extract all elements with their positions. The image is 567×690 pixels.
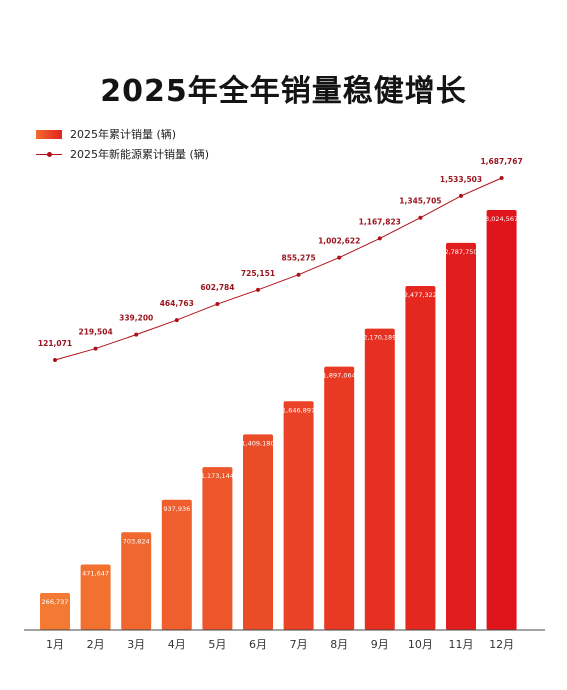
bar-value-label: 2,477,322	[404, 291, 437, 299]
nev-point	[499, 176, 504, 180]
bar-value-label: 266,737	[42, 598, 69, 606]
bar-12月	[486, 210, 517, 630]
bar-8月	[324, 366, 355, 630]
legend-label-total-sales: 2025年累计销量 (辆)	[70, 128, 177, 141]
nev-value-label: 219,504	[79, 328, 113, 337]
nev-value-label: 602,784	[200, 283, 234, 292]
bar-value-label: 937,936	[163, 505, 190, 513]
nev-point	[53, 358, 57, 362]
x-tick-label: 1月	[46, 638, 64, 651]
nev-point	[459, 193, 463, 198]
nev-value-label: 1,345,705	[399, 197, 441, 206]
legend-line-swatch	[36, 150, 62, 159]
nev-value-label: 1,167,823	[359, 217, 401, 226]
bar-6月	[243, 434, 273, 630]
nev-value-label: 855,275	[282, 254, 316, 263]
chart-title: 2025年全年销量稳健增长	[100, 74, 467, 109]
bar-7月	[283, 401, 314, 630]
bar-value-label: 2,170,189	[363, 334, 396, 342]
nev-line	[54, 177, 502, 361]
bar-3月	[121, 532, 152, 630]
legend-item-total-sales: 2025年累计销量 (辆)	[36, 124, 209, 144]
bar-9月	[364, 328, 395, 630]
bar-value-label: 703,824	[123, 537, 150, 545]
x-tick-label: 6月	[249, 638, 267, 651]
nev-point	[174, 318, 179, 323]
x-tick-label: 9月	[371, 638, 389, 651]
nev-value-label: 464,763	[160, 299, 194, 308]
nev-point	[93, 346, 98, 351]
bar-value-label: 471,647	[82, 570, 109, 578]
nev-point	[256, 287, 260, 292]
x-tick-label: 10月	[408, 638, 433, 651]
bar-11月	[446, 242, 476, 631]
nev-value-label: 121,071	[38, 339, 72, 348]
x-tick-label: 7月	[290, 638, 308, 651]
bar-value-label: 3,024,567	[485, 215, 518, 223]
x-tick-label: 2月	[87, 638, 105, 651]
bar-value-label: 1,646,897	[282, 406, 315, 414]
bar-10月	[405, 285, 436, 630]
nev-point	[337, 255, 342, 260]
x-tick-label: 12月	[489, 638, 514, 651]
bar-4月	[161, 499, 192, 630]
bar-value-label: 1,897,064	[323, 372, 356, 380]
nev-value-label: 1,687,767	[480, 157, 522, 166]
bar-value-label: 1,173,144	[201, 472, 234, 480]
nev-point	[296, 272, 301, 277]
bar-value-label: 2,787,750	[444, 248, 477, 256]
nev-point	[377, 236, 382, 241]
nev-point	[418, 215, 423, 220]
x-tick-label: 4月	[168, 638, 186, 651]
nev-value-label: 1,002,622	[318, 237, 360, 246]
bar-1月	[40, 592, 70, 630]
legend-item-nev-sales: 2025年新能源累计销量 (辆)	[36, 144, 209, 164]
nev-value-label: 339,200	[119, 314, 153, 323]
nev-point	[134, 332, 139, 337]
nev-value-label: 725,151	[241, 269, 275, 278]
x-tick-label: 11月	[449, 638, 474, 651]
bar-5月	[202, 467, 233, 630]
nev-value-label: 1,533,503	[440, 175, 482, 184]
legend-bar-swatch	[36, 129, 62, 139]
x-tick-label: 8月	[330, 638, 348, 651]
x-tick-label: 5月	[208, 638, 226, 651]
legend: 2025年累计销量 (辆) 2025年新能源累计销量 (辆)	[36, 124, 209, 164]
x-tick-label: 3月	[127, 638, 145, 651]
bar-2月	[80, 564, 111, 630]
nev-point	[215, 302, 220, 307]
bar-value-label: 1,409,180	[241, 439, 274, 447]
legend-label-nev-sales: 2025年新能源累计销量 (辆)	[70, 148, 210, 161]
